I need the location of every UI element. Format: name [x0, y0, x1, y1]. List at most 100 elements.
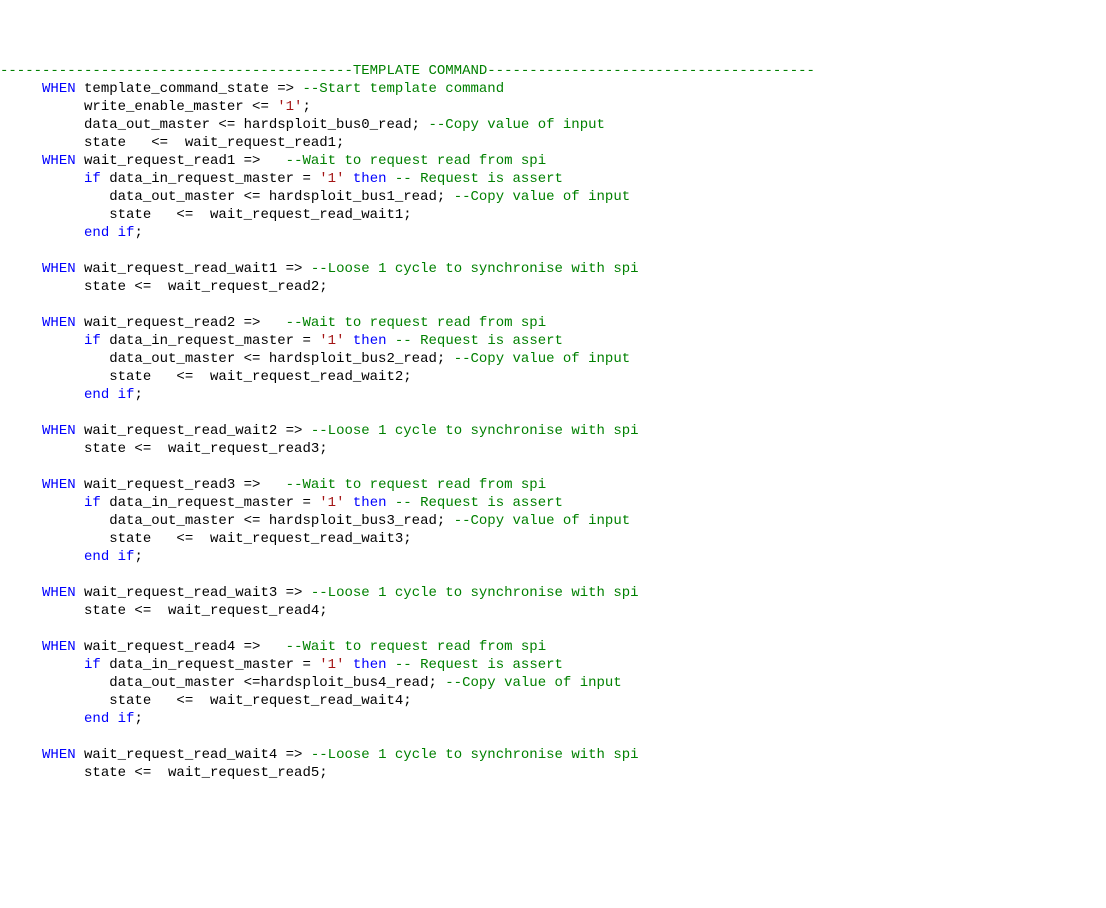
code-token: WHEN: [42, 639, 76, 655]
code-line: if data_in_request_master = '1' then -- …: [0, 656, 1106, 674]
code-line: write_enable_master <= '1';: [0, 98, 1106, 116]
code-token: if: [118, 387, 135, 403]
code-token: [0, 477, 42, 493]
code-token: if: [118, 225, 135, 241]
code-token: [344, 171, 352, 187]
code-token: WHEN: [42, 747, 76, 763]
code-line: WHEN wait_request_read_wait4 => --Loose …: [0, 746, 1106, 764]
code-token: WHEN: [42, 81, 76, 97]
code-token: [0, 495, 84, 511]
code-token: --Copy value of input: [454, 189, 630, 205]
code-token: [0, 639, 42, 655]
code-token: '1': [319, 495, 344, 511]
code-token: end: [84, 387, 109, 403]
code-token: state <= wait_request_read_wait2;: [0, 369, 412, 385]
code-token: then: [353, 657, 387, 673]
code-token: wait_request_read_wait4 =>: [76, 747, 311, 763]
code-line: if data_in_request_master = '1' then -- …: [0, 170, 1106, 188]
code-line: WHEN wait_request_read1 => --Wait to req…: [0, 152, 1106, 170]
code-token: state <= wait_request_read3;: [0, 441, 328, 457]
code-token: WHEN: [42, 261, 76, 277]
code-token: state <= wait_request_read_wait1;: [0, 207, 412, 223]
code-token: then: [353, 495, 387, 511]
code-line: state <= wait_request_read_wait2;: [0, 368, 1106, 386]
code-line: data_out_master <= hardsploit_bus2_read;…: [0, 350, 1106, 368]
code-line: WHEN wait_request_read_wait1 => --Loose …: [0, 260, 1106, 278]
code-token: ;: [134, 549, 142, 565]
code-line: data_out_master <= hardsploit_bus1_read;…: [0, 188, 1106, 206]
code-token: wait_request_read1 =>: [76, 153, 286, 169]
code-line: end if;: [0, 710, 1106, 728]
code-line: if data_in_request_master = '1' then -- …: [0, 494, 1106, 512]
code-token: if: [118, 711, 135, 727]
code-token: [0, 333, 84, 349]
code-token: [0, 747, 42, 763]
code-token: --Loose 1 cycle to synchronise with spi: [311, 423, 639, 439]
code-token: data_out_master <= hardsploit_bus2_read;: [0, 351, 454, 367]
code-token: end: [84, 711, 109, 727]
code-token: [0, 657, 84, 673]
code-line: [0, 458, 1106, 476]
code-line: WHEN wait_request_read_wait3 => --Loose …: [0, 584, 1106, 602]
code-line: state <= wait_request_read2;: [0, 278, 1106, 296]
code-token: --Copy value of input: [428, 117, 604, 133]
code-token: [387, 171, 395, 187]
code-token: ----------------------------------------…: [0, 63, 815, 79]
code-token: [0, 225, 84, 241]
code-token: data_in_request_master =: [101, 333, 319, 349]
code-line: state <= wait_request_read3;: [0, 440, 1106, 458]
code-line: [0, 404, 1106, 422]
code-token: WHEN: [42, 477, 76, 493]
code-token: [344, 495, 352, 511]
code-token: --Copy value of input: [454, 351, 630, 367]
code-token: state <= wait_request_read2;: [0, 279, 328, 295]
code-token: [0, 585, 42, 601]
code-token: ;: [302, 99, 310, 115]
code-token: if: [84, 657, 101, 673]
code-token: template_command_state =>: [76, 81, 303, 97]
code-line: data_out_master <= hardsploit_bus0_read;…: [0, 116, 1106, 134]
code-token: --Start template command: [302, 81, 504, 97]
code-token: wait_request_read2 =>: [76, 315, 286, 331]
code-token: if: [118, 549, 135, 565]
code-token: state <= wait_request_read5;: [0, 765, 328, 781]
code-token: [0, 261, 42, 277]
code-token: --Wait to request read from spi: [286, 153, 546, 169]
code-line: end if;: [0, 224, 1106, 242]
code-token: '1': [277, 99, 302, 115]
code-token: -- Request is assert: [395, 495, 563, 511]
code-token: [109, 549, 117, 565]
code-line: state <= wait_request_read5;: [0, 764, 1106, 782]
code-token: data_out_master <= hardsploit_bus3_read;: [0, 513, 454, 529]
code-token: data_in_request_master =: [101, 657, 319, 673]
code-token: state <= wait_request_read_wait3;: [0, 531, 412, 547]
code-line: state <= wait_request_read1;: [0, 134, 1106, 152]
code-line: WHEN wait_request_read4 => --Wait to req…: [0, 638, 1106, 656]
code-block: ----------------------------------------…: [0, 62, 1106, 782]
code-token: --Copy value of input: [454, 513, 630, 529]
code-line: data_out_master <=hardsploit_bus4_read; …: [0, 674, 1106, 692]
code-token: --Wait to request read from spi: [286, 315, 546, 331]
code-token: state <= wait_request_read4;: [0, 603, 328, 619]
code-token: state <= wait_request_read_wait4;: [0, 693, 412, 709]
code-line: if data_in_request_master = '1' then -- …: [0, 332, 1106, 350]
code-token: then: [353, 333, 387, 349]
code-token: wait_request_read_wait3 =>: [76, 585, 311, 601]
code-line: WHEN wait_request_read2 => --Wait to req…: [0, 314, 1106, 332]
code-token: if: [84, 171, 101, 187]
code-token: '1': [319, 171, 344, 187]
code-line: [0, 728, 1106, 746]
code-line: [0, 296, 1106, 314]
code-token: WHEN: [42, 153, 76, 169]
code-token: WHEN: [42, 423, 76, 439]
code-token: ;: [134, 225, 142, 241]
code-token: [0, 153, 42, 169]
code-line: [0, 242, 1106, 260]
code-token: --Wait to request read from spi: [286, 639, 546, 655]
code-line: state <= wait_request_read4;: [0, 602, 1106, 620]
code-token: -- Request is assert: [395, 171, 563, 187]
code-token: [109, 387, 117, 403]
code-token: [0, 171, 84, 187]
code-token: --Loose 1 cycle to synchronise with spi: [311, 261, 639, 277]
code-line: data_out_master <= hardsploit_bus3_read;…: [0, 512, 1106, 530]
